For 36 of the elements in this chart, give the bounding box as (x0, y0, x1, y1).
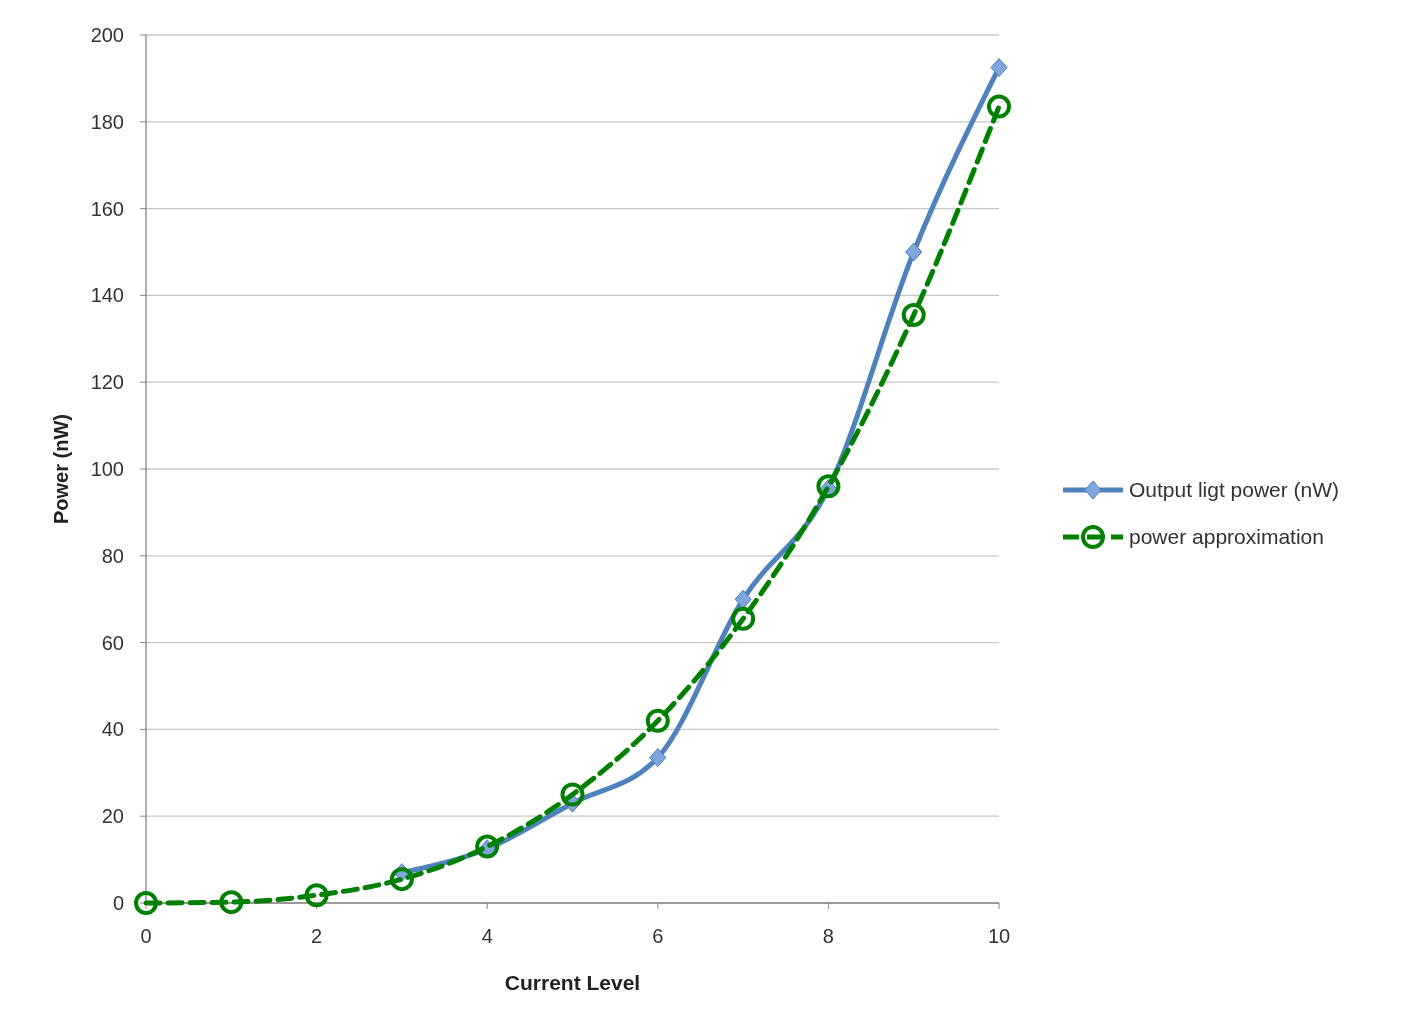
point (816, 474, 841, 499)
y-tick-label: 120 (90, 371, 124, 394)
y-tick-label: 80 (101, 544, 124, 567)
x-tick-label: 2 (311, 925, 323, 947)
y-tick-label: 20 (101, 805, 124, 828)
point (219, 890, 244, 915)
x-axis-title: Current Level (504, 971, 641, 994)
x-tick-label: 4 (481, 925, 493, 947)
y-axis-title: Power (nW) (50, 414, 72, 524)
point (734, 589, 752, 609)
y-tick-label: 140 (90, 284, 124, 307)
y-tick-label: 200 (90, 24, 124, 46)
point (560, 782, 585, 807)
y-tick-label: 180 (90, 110, 124, 133)
point (649, 748, 667, 768)
y-tick-label: 160 (90, 197, 124, 220)
point (389, 867, 414, 892)
y-tick-label: 40 (101, 718, 124, 741)
point (475, 834, 500, 859)
x-tick-label: 0 (140, 925, 152, 947)
y-tick-label: 60 (101, 631, 124, 654)
legend-label: Output ligt power (nW) (1129, 478, 1340, 502)
point (990, 58, 1008, 78)
point (134, 891, 158, 915)
point (304, 883, 329, 908)
x-tick-label: 8 (822, 925, 834, 947)
legend-label: power approximation (1129, 525, 1324, 549)
x-tick-label: 6 (652, 925, 664, 947)
point (731, 606, 756, 631)
point (901, 302, 926, 327)
x-tick-label: 10 (987, 925, 1011, 947)
point (645, 708, 670, 733)
point (987, 94, 1011, 119)
y-tick-label: 0 (112, 892, 124, 914)
point (905, 242, 923, 262)
y-tick-label: 100 (90, 458, 124, 480)
